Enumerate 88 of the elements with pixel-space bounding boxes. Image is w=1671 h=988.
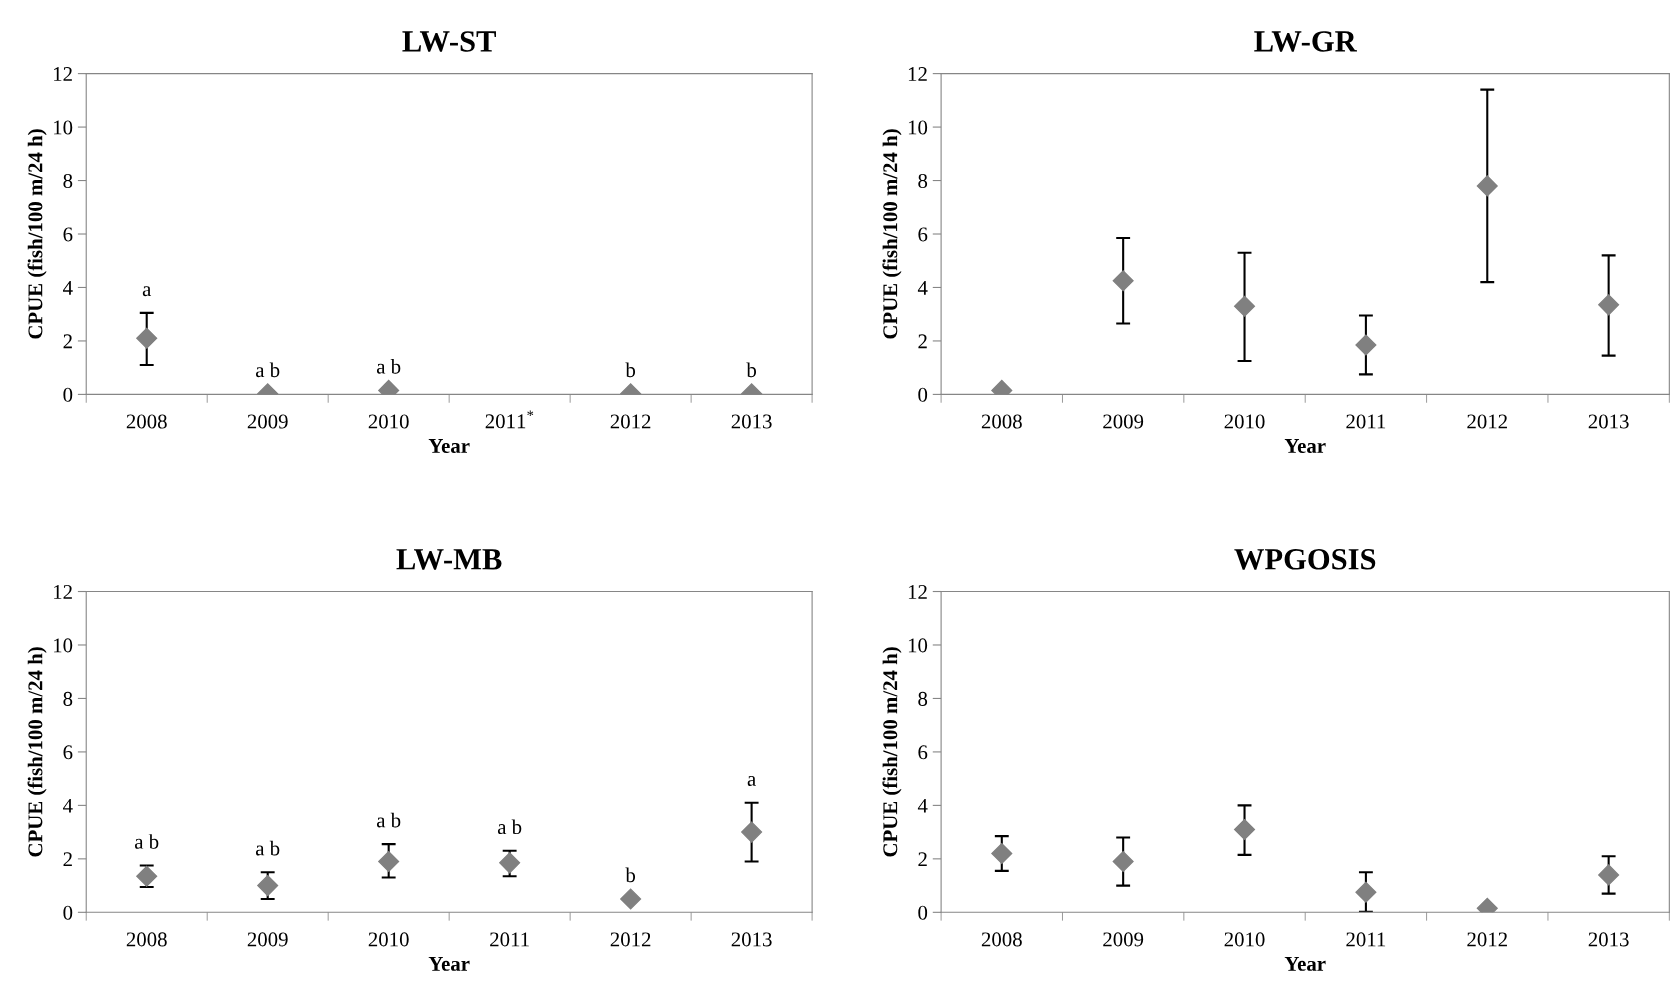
data-label: a [747, 776, 756, 786]
y-tick-label: 10 [908, 638, 928, 653]
y-tick-label: 0 [63, 387, 73, 402]
data-label: a b [135, 834, 159, 849]
x-axis-title: Year [1284, 957, 1326, 971]
data-label: a [142, 286, 152, 297]
chart-title: LW-ST [402, 31, 496, 52]
x-tick-label: 2013 [1588, 932, 1629, 947]
x-tick-label: 2008 [126, 932, 167, 947]
point [1355, 334, 1377, 356]
x-axis-title: Year [428, 957, 470, 971]
x-tick-label: 2011 [490, 932, 529, 947]
data-label: b [625, 362, 636, 378]
x-tick-label: 2011$^{*}$ [485, 410, 534, 429]
data-label: a b [376, 359, 401, 374]
y-tick-label: 10 [54, 638, 73, 653]
point [620, 888, 642, 910]
point [991, 842, 1013, 865]
x-tick-label: 2010 [368, 932, 409, 947]
point [1598, 864, 1620, 886]
y-tick-label: 4 [63, 798, 73, 813]
x-axis-title: Year [428, 439, 470, 453]
x-tick-label: 2009 [1103, 932, 1144, 947]
y-tick-label: 6 [63, 745, 73, 760]
y-axis-title: CPUE (fish/100 m/24 h) [27, 647, 47, 857]
y-tick-label: 4 [917, 280, 928, 295]
y-axis-title: CPUE (fish/100 m/24 h) [882, 647, 902, 857]
x-tick-label: 2009 [1103, 414, 1144, 429]
data-label: a b [255, 362, 280, 378]
point [1234, 818, 1256, 840]
y-tick-label: 4 [63, 280, 73, 295]
y-tick-label: 2 [918, 852, 927, 867]
x-tick-label: 2009 [247, 414, 288, 429]
y-tick-label: 10 [54, 120, 73, 135]
point [1476, 175, 1498, 197]
chart-title: LW-MB [396, 549, 502, 570]
x-tick-label: 2008 [981, 414, 1022, 429]
x-tick-label: 2009 [247, 932, 288, 947]
y-tick-label: 8 [63, 691, 73, 706]
x-tick-label: 2013 [731, 414, 772, 429]
y-tick-label: 6 [918, 227, 928, 242]
y-axis-title: CPUE (fish/100 m/24 h) [27, 129, 47, 339]
chart-title: LW-GR [1254, 31, 1357, 52]
y-tick-label: 4 [917, 798, 928, 813]
y-tick-label: 10 [908, 120, 928, 135]
x-axis-title: Year [1284, 439, 1326, 453]
x-tick-label: 2010 [1224, 932, 1265, 947]
y-tick-label: 6 [63, 227, 73, 242]
y-tick-label: 2 [918, 334, 927, 349]
data-label: b [746, 362, 757, 378]
x-tick-label: 2011 [1346, 932, 1386, 947]
x-tick-label: 2012 [1467, 932, 1507, 947]
y-tick-label: 12 [54, 584, 72, 599]
y-tick-label: 0 [918, 387, 928, 402]
y-tick-label: 2 [63, 334, 72, 349]
data-label: b [625, 867, 636, 883]
x-tick-label: 2013 [1588, 414, 1629, 429]
y-tick-label: 12 [908, 584, 927, 599]
point [741, 821, 763, 843]
x-tick-label: 2012 [1467, 414, 1507, 429]
x-tick-label: 2012 [610, 414, 651, 429]
x-tick-label: 2013 [731, 932, 772, 947]
x-tick-label: 2012 [610, 932, 651, 947]
point [1598, 294, 1620, 316]
y-tick-label: 6 [918, 745, 928, 760]
y-tick-label: 12 [908, 67, 927, 81]
point [1112, 851, 1134, 873]
y-tick-label: 0 [918, 905, 928, 920]
point [378, 851, 400, 873]
point [1112, 270, 1134, 292]
point [1355, 881, 1377, 903]
data-label: a b [497, 819, 522, 835]
x-tick-label: 2008 [981, 932, 1022, 947]
x-tick-label: 2010 [1224, 414, 1265, 429]
y-tick-label: 2 [63, 852, 72, 867]
point [1234, 295, 1256, 317]
x-tick-label: 2011 [1346, 414, 1386, 429]
y-tick-label: 12 [54, 67, 72, 81]
y-tick-label: 8 [918, 691, 928, 706]
y-tick-label: 8 [918, 173, 928, 188]
chart-title: WPGOSIS [1234, 549, 1376, 570]
x-tick-label: 2010 [368, 414, 409, 429]
y-tick-label: 8 [63, 173, 73, 188]
x-tick-label: 2008 [126, 414, 167, 429]
y-axis-title: CPUE (fish/100 m/24 h) [882, 129, 902, 339]
y-tick-label: 0 [63, 905, 73, 920]
data-label: a b [255, 840, 280, 856]
data-label: a b [376, 812, 401, 828]
